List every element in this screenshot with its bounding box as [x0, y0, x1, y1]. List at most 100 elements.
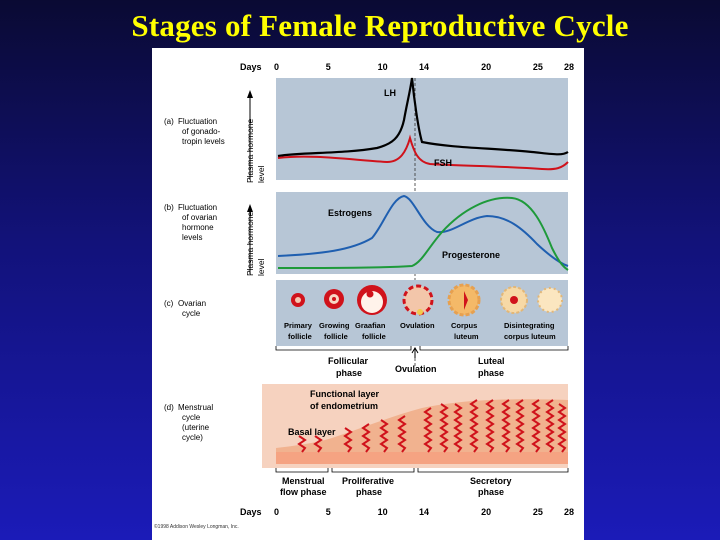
- disintegrating-corpus-luteum-1: [500, 286, 528, 314]
- bottom-day-ticks: 0 5 10 14 20 25 28: [274, 507, 574, 517]
- cycle-figure-svg: Days 0 5 10 14 20 25 28 (a) Fluctuation of gon…: [154, 62, 574, 530]
- top-day-28: 28: [564, 62, 574, 72]
- stage-6-label-2: corpus luteum: [504, 332, 556, 341]
- bottom-day-0: 0: [274, 507, 279, 517]
- panel-b-line1: Fluctuation: [178, 203, 217, 212]
- uterine-gland: [501, 399, 511, 453]
- panel-b-background: [276, 192, 568, 274]
- uterine-glands: [297, 399, 567, 453]
- disintegrating-corpus-luteum-2: [537, 287, 563, 313]
- uterine-gland: [531, 399, 541, 453]
- follicular-phase-bracket: [275, 346, 412, 351]
- uterine-gland: [343, 427, 353, 453]
- panel-b-line3: hormone: [182, 223, 214, 232]
- stage-3-label-2: follicle: [362, 332, 386, 341]
- panel-d-letter: (d): [164, 403, 174, 412]
- cycle-figure: Days 0 5 10 14 20 25 28 (a) Fluctuation of gon…: [152, 48, 584, 540]
- panel-b-arrowhead: [247, 204, 253, 212]
- uterine-gland: [545, 399, 555, 453]
- top-day-20: 20: [481, 62, 491, 72]
- luteal-phase-label-2: phase: [478, 368, 504, 378]
- stage-4-label: Ovulation: [400, 321, 435, 330]
- panel-d-line3: (uterine: [182, 423, 210, 432]
- follicular-phase-label-2: phase: [336, 368, 362, 378]
- proliferative-phase-label-2: phase: [356, 487, 382, 497]
- lh-label: LH: [384, 88, 396, 98]
- panel-b-line4: levels: [182, 233, 202, 242]
- uterine-gland: [361, 423, 371, 453]
- days-label-bottom: Days: [240, 507, 262, 517]
- bottom-day-10: 10: [378, 507, 388, 517]
- ovulation-arrow: [411, 347, 419, 358]
- stage-6-label: Disintegrating: [504, 321, 555, 330]
- growing-follicle: [324, 289, 344, 309]
- proliferative-bracket: [331, 468, 415, 473]
- panel-b-line2: of ovarian: [182, 213, 217, 222]
- bottom-day-25: 25: [533, 507, 543, 517]
- panel-a-arrowhead: [247, 90, 253, 98]
- panel-d-line2: cycle: [182, 413, 201, 422]
- panel-d-line1: Menstrual: [178, 403, 213, 412]
- estrogens-label: Estrogens: [328, 208, 372, 218]
- panel-a-letter: (a): [164, 117, 174, 126]
- bottom-day-28: 28: [564, 507, 574, 517]
- corpus-luteum: [447, 283, 481, 317]
- luteal-phase-bracket: [419, 346, 569, 351]
- uterine-gland: [397, 415, 407, 453]
- functional-layer-label: Functional layer: [310, 389, 380, 399]
- panel-a-line3: tropin levels: [182, 137, 225, 146]
- uterine-gland: [485, 399, 495, 453]
- panel-b-axis-label-2: level: [256, 258, 266, 276]
- bottom-day-5: 5: [326, 507, 331, 517]
- menstrual-phase-label-2: flow phase: [280, 487, 327, 497]
- fsh-label: FSH: [434, 158, 452, 168]
- days-label-top: Days: [240, 62, 262, 72]
- secretory-phase-label: Secretory: [470, 476, 512, 486]
- uterine-gland: [557, 403, 567, 453]
- progesterone-label: Progesterone: [442, 250, 500, 260]
- bottom-day-20: 20: [481, 507, 491, 517]
- menstrual-bracket: [275, 468, 329, 473]
- luteal-phase-label: Luteal: [478, 356, 505, 366]
- proliferative-phase-label: Proliferative: [342, 476, 394, 486]
- graafian-follicle: [357, 285, 387, 315]
- uterine-gland: [379, 419, 389, 453]
- stage-2-label: Growing: [319, 321, 350, 330]
- primary-follicle: [291, 293, 305, 307]
- uterine-gland: [453, 403, 463, 453]
- lh-curve: [277, 77, 569, 158]
- panel-a-axis-label-2: level: [256, 165, 266, 183]
- functional-layer-label-2: of endometrium: [310, 401, 378, 411]
- progesterone-curve: [277, 196, 569, 271]
- panel-b-letter: (b): [164, 203, 174, 212]
- estrogen-curve: [277, 194, 569, 267]
- top-day-14: 14: [419, 62, 429, 72]
- follicular-phase-label: Follicular: [328, 356, 369, 366]
- stage-1-label: Primary: [284, 321, 313, 330]
- panel-c-line2: cycle: [182, 309, 201, 318]
- slide-title: Stages of Female Reproductive Cycle: [131, 8, 629, 43]
- ovulation-follicle: [402, 284, 434, 316]
- stage-5-label-2: luteum: [454, 332, 479, 341]
- bottom-day-14: 14: [419, 507, 429, 517]
- top-day-ticks: 0 5 10 14 20 25 28: [274, 62, 574, 72]
- uterine-gland: [515, 399, 525, 453]
- basal-layer-label: Basal layer: [288, 427, 336, 437]
- top-day-10: 10: [378, 62, 388, 72]
- secretory-bracket: [417, 468, 569, 473]
- uterine-gland: [297, 435, 307, 453]
- uterine-gland: [423, 407, 433, 453]
- stage-2-label-2: follicle: [324, 332, 348, 341]
- menstrual-phase-label: Menstrual: [282, 476, 325, 486]
- panel-a-line2: of gonado-: [182, 127, 221, 136]
- uterine-gland: [439, 403, 449, 453]
- top-day-25: 25: [533, 62, 543, 72]
- copyright-note: ©1998 Addison Wesley Longman, Inc.: [154, 523, 239, 530]
- basal-layer-band: [276, 452, 568, 464]
- panel-c-letter: (c): [164, 299, 174, 308]
- uterine-gland: [469, 399, 479, 453]
- panel-a-line1: Fluctuation: [178, 117, 217, 126]
- stage-1-label-2: follicle: [288, 332, 312, 341]
- panel-d-line4: cycle): [182, 433, 203, 442]
- uterine-gland: [313, 435, 323, 453]
